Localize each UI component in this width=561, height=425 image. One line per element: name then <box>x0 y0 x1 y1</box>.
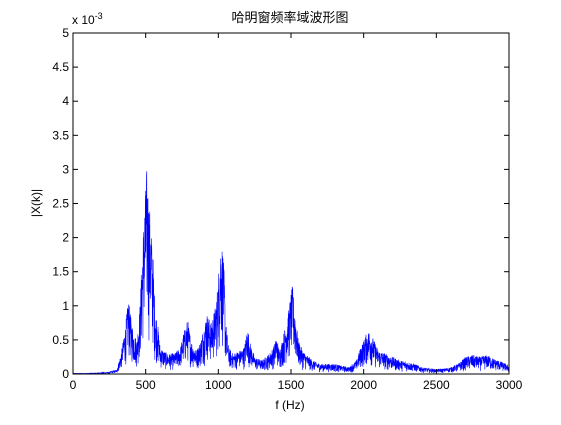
y-tick-label: 3 <box>62 162 69 176</box>
chart-title: 哈明窗频率域波形图 <box>231 10 348 25</box>
y-tick-label: 4 <box>62 94 69 108</box>
y-tick-label: 1.5 <box>52 265 69 279</box>
y-exponent-base: x 10 <box>72 13 95 27</box>
y-tick-label: 0 <box>62 367 69 381</box>
y-tick-label: 2 <box>62 231 69 245</box>
x-tick-label: 500 <box>136 378 156 392</box>
y-exponent-power: -3 <box>95 11 103 21</box>
y-tick-label: 1 <box>62 299 69 313</box>
ticks-layer: 0 500 1000 1500 2000 2500 3000 0 0.5 1 1.5 2 2.5 3 3.5… <box>52 26 522 392</box>
x-tick-label: 1000 <box>205 378 232 392</box>
x-axis-label: f (Hz) <box>275 398 304 412</box>
y-axis-label: |X(k)| <box>29 189 43 217</box>
y-tick-label: 5 <box>62 26 69 40</box>
x-tick-label: 1500 <box>278 378 305 392</box>
labels-layer: 哈明窗频率域波形图 f (Hz) |X(k)| x 10-3 <box>29 10 349 412</box>
y-exponent-label: x 10-3 <box>72 11 103 27</box>
x-tick-label: 2500 <box>423 378 450 392</box>
x-tick-label: 2000 <box>350 378 377 392</box>
y-tick-label: 0.5 <box>52 333 69 347</box>
x-tick-label: 3000 <box>496 378 523 392</box>
x-tick-label: 0 <box>70 378 77 392</box>
y-tick-label: 3.5 <box>52 128 69 142</box>
y-tick-label: 4.5 <box>52 60 69 74</box>
y-tick-label: 2.5 <box>52 197 69 211</box>
